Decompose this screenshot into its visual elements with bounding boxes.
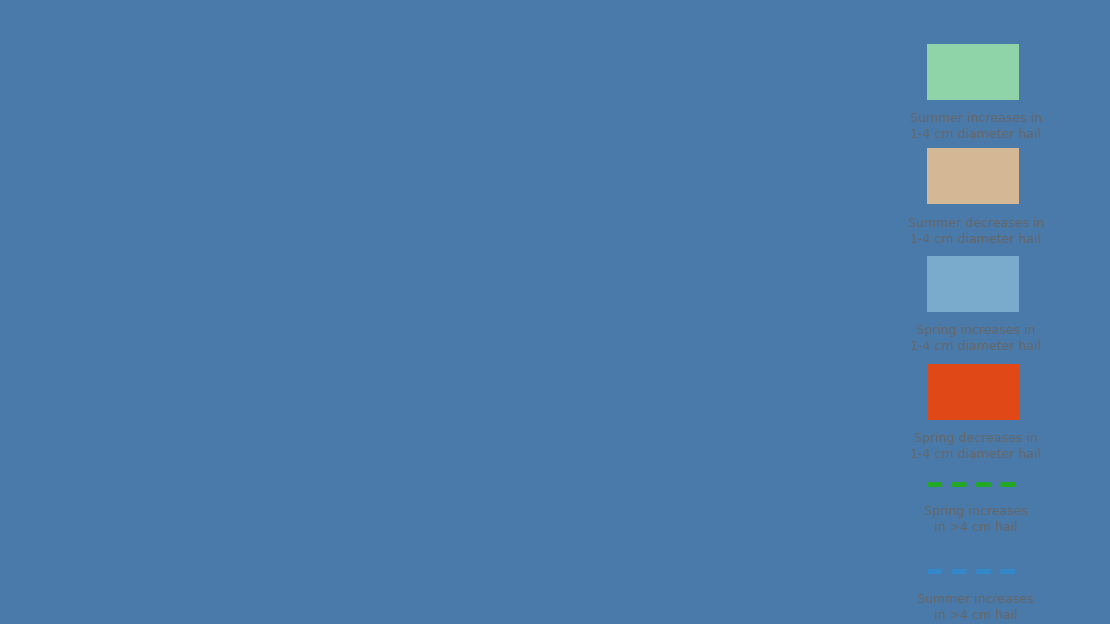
Text: Summer decreases in
1-4 cm diameter hail: Summer decreases in 1-4 cm diameter hail [908, 217, 1043, 245]
Bar [927, 148, 1019, 204]
Bar [927, 256, 1019, 312]
Text: Spring increases in
1-4 cm diameter hail: Spring increases in 1-4 cm diameter hail [910, 324, 1041, 353]
Bar [927, 44, 1019, 100]
Text: Spring increases
in >4 cm hail: Spring increases in >4 cm hail [924, 505, 1028, 534]
Bar [927, 364, 1019, 420]
Text: Summer increases
in >4 cm hail: Summer increases in >4 cm hail [918, 593, 1033, 622]
Text: Summer increases in
1-4 cm diameter hail: Summer increases in 1-4 cm diameter hail [910, 112, 1041, 141]
Text: Spring decreases in
1-4 cm diameter hail: Spring decreases in 1-4 cm diameter hail [910, 432, 1041, 461]
